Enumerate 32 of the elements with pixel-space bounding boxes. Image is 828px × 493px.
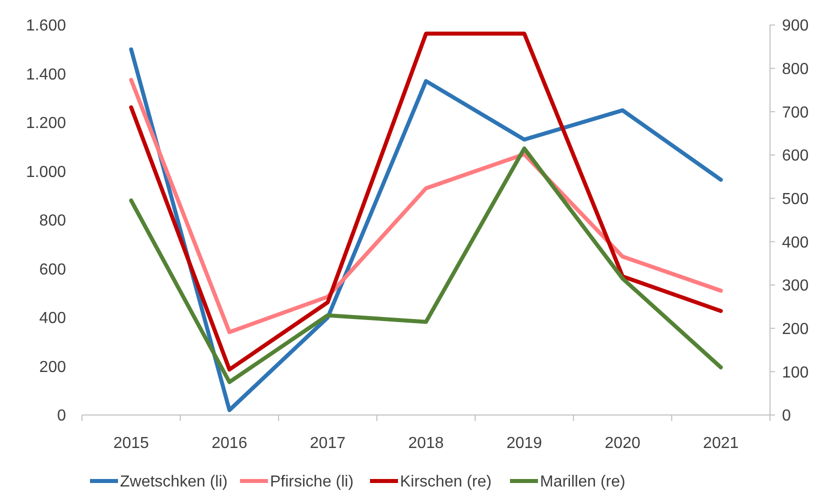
y2-tick-label: 600 bbox=[782, 148, 809, 165]
y-tick-label: 600 bbox=[39, 261, 66, 278]
y-tick-label: 0 bbox=[57, 408, 66, 425]
y2-tick-label: 200 bbox=[782, 320, 809, 338]
legend-label: Marillen (re) bbox=[540, 474, 626, 491]
y2-tick-label: 400 bbox=[782, 234, 809, 252]
y-tick-label: 800 bbox=[39, 212, 66, 230]
line-series bbox=[129, 78, 723, 334]
x-tick-label: 2016 bbox=[212, 435, 248, 452]
x-tick-label: 2018 bbox=[408, 435, 444, 452]
legend-label: Kirschen (re) bbox=[400, 474, 492, 491]
legend-label: Pfirsiche (li) bbox=[270, 474, 354, 491]
y-tick-label: 400 bbox=[39, 310, 66, 328]
y2-tick-label: 700 bbox=[782, 104, 809, 122]
y2-tick-label: 100 bbox=[782, 364, 809, 382]
y-tick-label: 1.400 bbox=[26, 66, 66, 84]
y-tick-label: 1.600 bbox=[26, 18, 66, 35]
y-tick-label: 1.200 bbox=[26, 115, 66, 132]
x-tick-label: 2021 bbox=[703, 435, 739, 452]
x-tick-label: 2015 bbox=[113, 435, 150, 452]
y2-tick-label: 0 bbox=[782, 408, 791, 425]
y-tick-label: 1.000 bbox=[26, 164, 66, 181]
y2-tick-label: 300 bbox=[782, 278, 809, 295]
line-series bbox=[129, 146, 723, 384]
legend-label: Zwetschken (li) bbox=[120, 474, 228, 491]
y-tick-label: 200 bbox=[39, 358, 66, 376]
y2-tick-label: 500 bbox=[782, 190, 809, 208]
x-tick-label: 2017 bbox=[310, 435, 346, 452]
y2-tick-label: 800 bbox=[782, 60, 809, 78]
y2-tick-label: 900 bbox=[782, 18, 809, 35]
x-tick-label: 2020 bbox=[604, 435, 640, 452]
x-tick-label: 2019 bbox=[506, 435, 542, 452]
